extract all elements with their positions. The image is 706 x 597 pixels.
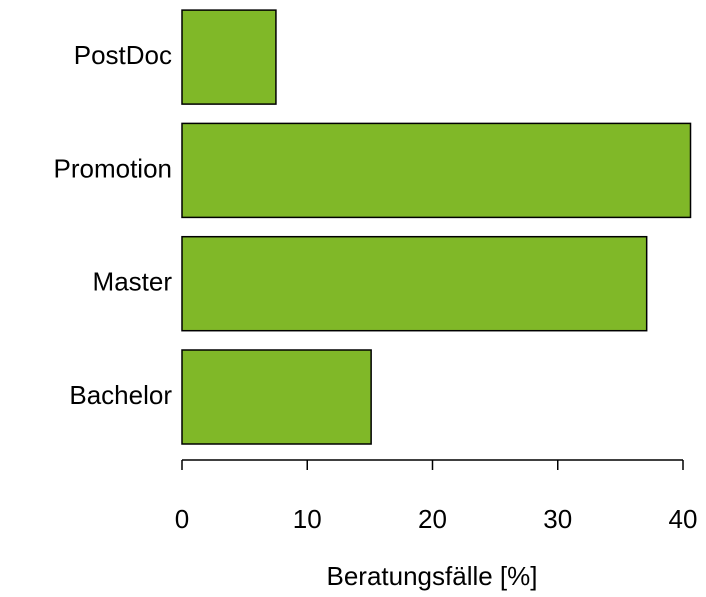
x-tick-label: 30 xyxy=(543,504,572,534)
x-tick-label: 40 xyxy=(669,504,698,534)
y-tick-label: Master xyxy=(93,267,173,297)
x-tick-label: 20 xyxy=(418,504,447,534)
x-tick-label: 0 xyxy=(175,504,189,534)
y-tick-label: Promotion xyxy=(54,153,173,183)
y-tick-label: Bachelor xyxy=(69,380,172,410)
bar xyxy=(181,9,277,105)
x-tick-label: 10 xyxy=(293,504,322,534)
bar xyxy=(181,349,372,445)
x-axis-title: Beratungsfälle [%] xyxy=(326,561,537,591)
bar xyxy=(181,235,648,332)
bar xyxy=(181,122,692,219)
y-tick-label: PostDoc xyxy=(74,40,172,70)
